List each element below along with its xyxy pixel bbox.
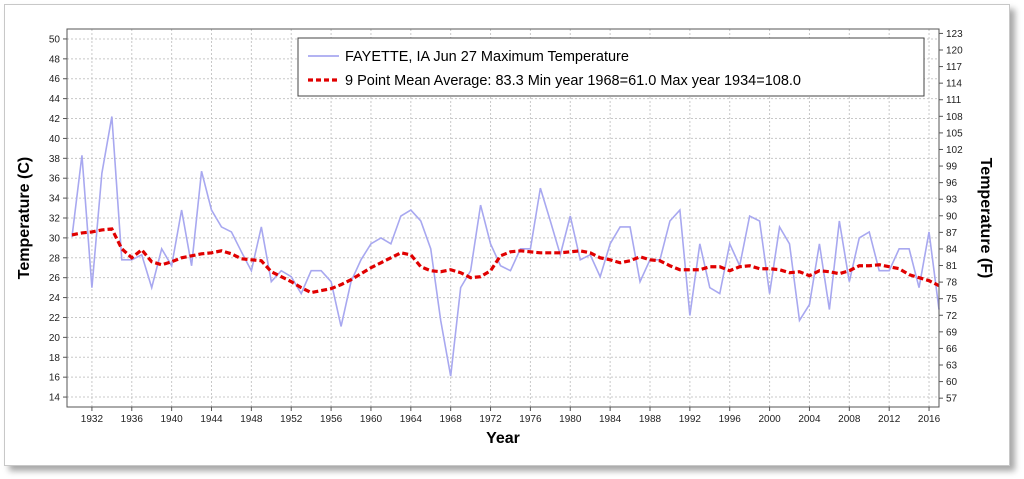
y-right-tick-label-72: 72 (946, 311, 958, 322)
legend-entry-max-temperature: FAYETTE, IA Jun 27 Maximum Temperature (345, 49, 629, 65)
y-axis-right-title: Temperature (F) (977, 158, 994, 279)
y-right-tick-label-93: 93 (946, 195, 958, 206)
y-left-tick-label-38: 38 (49, 154, 61, 165)
y-right-tick-label-75: 75 (946, 294, 958, 305)
legend-box (297, 37, 925, 97)
x-tick-label-1932: 1932 (81, 414, 104, 425)
y-axis-left-title: Temperature (C) (16, 157, 33, 279)
y-right-tick-label-108: 108 (946, 112, 963, 123)
y-right-tick-label-63: 63 (946, 361, 958, 372)
y-left-tick-label-22: 22 (49, 313, 61, 324)
legend-entry-nine-point-mean: 9 Point Mean Average: 83.3 Min year 1968… (345, 73, 801, 89)
y-left-tick-label-20: 20 (49, 333, 61, 344)
x-axis-title: Year (486, 430, 520, 447)
y-left-tick-label-14: 14 (49, 393, 61, 404)
y-left-tick-label-44: 44 (49, 94, 61, 105)
y-right-tick-label-99: 99 (946, 162, 958, 173)
y-left-tick-label-42: 42 (49, 114, 61, 125)
series-nine-point-mean-line (71, 227, 940, 295)
y-right-tick-label-90: 90 (946, 211, 958, 222)
y-right-tick-label-60: 60 (946, 377, 958, 388)
x-tick-label-1984: 1984 (599, 414, 622, 425)
y-right-tick-label-117: 117 (946, 62, 962, 73)
x-tick-label-1964: 1964 (400, 414, 423, 425)
y-left-tick-label-24: 24 (49, 293, 61, 304)
series-max-temperature-line (71, 116, 940, 377)
y-right-tick-label-78: 78 (946, 278, 958, 289)
y-left-tick-label-50: 50 (49, 34, 61, 45)
y-right-tick-label-120: 120 (946, 46, 963, 57)
y-right-tick-label-66: 66 (946, 344, 958, 355)
x-tick-label-1948: 1948 (240, 414, 263, 425)
x-tick-label-2000: 2000 (758, 414, 781, 425)
x-axis-ticks: 1932 1936 1940 1944 1948 1952 1956 1960 1964 1968… (81, 407, 941, 425)
y-right-tick-label-81: 81 (946, 261, 958, 272)
y-axis-left-ticks: 14 16 18 20 22 24 26 28 30 32 34 36 38 40 42 44 46 48 50 (49, 34, 67, 404)
y-left-tick-label-30: 30 (49, 233, 61, 244)
chart-frame: 1932 1936 1940 1944 1948 1952 1956 1960 1964 1968… (4, 4, 1010, 466)
x-tick-label-1944: 1944 (200, 414, 223, 425)
y-right-tick-label-84: 84 (946, 244, 958, 255)
x-tick-label-2008: 2008 (838, 414, 861, 425)
grid-lines (67, 29, 939, 407)
x-tick-label-1956: 1956 (320, 414, 343, 425)
y-left-tick-label-26: 26 (49, 273, 61, 284)
y-left-tick-label-34: 34 (49, 194, 61, 205)
x-tick-label-1980: 1980 (559, 414, 582, 425)
y-left-tick-label-48: 48 (49, 54, 61, 65)
y-left-tick-label-28: 28 (49, 253, 61, 264)
y-right-tick-label-57: 57 (946, 394, 958, 405)
x-tick-label-2016: 2016 (918, 414, 941, 425)
x-tick-label-2004: 2004 (798, 414, 821, 425)
y-right-tick-label-105: 105 (946, 128, 963, 139)
x-tick-label-1960: 1960 (360, 414, 383, 425)
y-right-tick-label-96: 96 (946, 178, 958, 189)
x-tick-label-2012: 2012 (878, 414, 901, 425)
x-tick-label-1940: 1940 (161, 414, 184, 425)
x-tick-label-1936: 1936 (121, 414, 144, 425)
legend: FAYETTE, IA Jun 27 Maximum Temperature 9… (297, 37, 925, 97)
y-right-tick-label-123: 123 (946, 29, 963, 40)
y-right-tick-label-87: 87 (946, 228, 958, 239)
x-tick-label-1988: 1988 (639, 414, 662, 425)
y-right-tick-label-69: 69 (946, 327, 958, 338)
y-left-tick-label-40: 40 (49, 134, 61, 145)
x-tick-label-1968: 1968 (440, 414, 463, 425)
chart: 1932 1936 1940 1944 1948 1952 1956 1960 1964 1968… (16, 28, 994, 447)
y-left-tick-label-46: 46 (49, 74, 61, 85)
x-tick-label-1996: 1996 (719, 414, 742, 425)
y-left-tick-label-32: 32 (49, 214, 61, 225)
x-tick-label-1952: 1952 (280, 414, 303, 425)
y-left-tick-label-18: 18 (49, 353, 61, 364)
series-layer (71, 116, 940, 377)
y-right-tick-label-102: 102 (946, 145, 963, 156)
x-tick-label-1976: 1976 (519, 414, 542, 425)
y-axis-right-ticks: 57 60 63 66 69 72 75 78 81 84 87 90 93 96 99 102 105 108 1… (939, 29, 963, 405)
x-tick-label-1972: 1972 (479, 414, 502, 425)
y-right-tick-label-114: 114 (946, 79, 962, 90)
y-left-tick-label-36: 36 (49, 174, 61, 185)
y-right-tick-label-111: 111 (946, 95, 962, 106)
y-left-tick-label-16: 16 (49, 373, 61, 384)
x-tick-label-1992: 1992 (679, 414, 702, 425)
